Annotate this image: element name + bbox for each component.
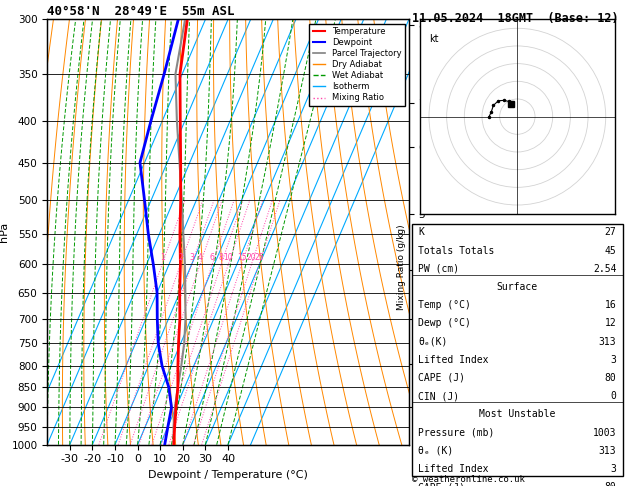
Text: CIN (J): CIN (J) bbox=[418, 391, 459, 401]
Text: Surface: Surface bbox=[497, 282, 538, 292]
Text: Totals Totals: Totals Totals bbox=[418, 245, 494, 256]
Text: Lifted Index: Lifted Index bbox=[418, 355, 489, 364]
Text: 1003: 1003 bbox=[593, 428, 616, 437]
Text: 45: 45 bbox=[604, 245, 616, 256]
Text: kt: kt bbox=[429, 34, 438, 44]
Text: 3: 3 bbox=[611, 355, 616, 364]
Text: 2.54: 2.54 bbox=[593, 264, 616, 274]
Y-axis label: km
ASL: km ASL bbox=[426, 232, 446, 254]
Text: Lifted Index: Lifted Index bbox=[418, 464, 489, 474]
Text: 8: 8 bbox=[219, 253, 224, 262]
Text: 4: 4 bbox=[198, 253, 203, 262]
Text: 1: 1 bbox=[160, 253, 165, 262]
Text: 40°58'N  28°49'E  55m ASL: 40°58'N 28°49'E 55m ASL bbox=[47, 5, 235, 18]
Text: 0: 0 bbox=[611, 391, 616, 401]
Text: © weatheronline.co.uk: © weatheronline.co.uk bbox=[412, 474, 525, 484]
Text: PW (cm): PW (cm) bbox=[418, 264, 459, 274]
Y-axis label: hPa: hPa bbox=[0, 222, 9, 242]
Text: 20: 20 bbox=[247, 253, 256, 262]
Text: 80: 80 bbox=[604, 482, 616, 486]
X-axis label: Dewpoint / Temperature (°C): Dewpoint / Temperature (°C) bbox=[148, 470, 308, 480]
Text: 10: 10 bbox=[223, 253, 233, 262]
Text: 313: 313 bbox=[599, 446, 616, 456]
Text: 313: 313 bbox=[599, 336, 616, 347]
Text: 3: 3 bbox=[611, 464, 616, 474]
Text: 80: 80 bbox=[604, 373, 616, 383]
Text: K: K bbox=[418, 227, 424, 237]
Text: Dewp (°C): Dewp (°C) bbox=[418, 318, 471, 329]
Text: 12: 12 bbox=[604, 318, 616, 329]
Text: 6: 6 bbox=[210, 253, 214, 262]
Text: 16: 16 bbox=[604, 300, 616, 310]
Text: Temp (°C): Temp (°C) bbox=[418, 300, 471, 310]
Text: Pressure (mb): Pressure (mb) bbox=[418, 428, 494, 437]
Legend: Temperature, Dewpoint, Parcel Trajectory, Dry Adiabat, Wet Adiabat, Isotherm, Mi: Temperature, Dewpoint, Parcel Trajectory… bbox=[309, 24, 404, 106]
Text: 11.05.2024  18GMT  (Base: 12): 11.05.2024 18GMT (Base: 12) bbox=[412, 12, 618, 25]
Text: LCL: LCL bbox=[413, 425, 430, 435]
Text: 25: 25 bbox=[254, 253, 264, 262]
Text: 2: 2 bbox=[178, 253, 183, 262]
Text: θₑ(K): θₑ(K) bbox=[418, 336, 448, 347]
Text: 27: 27 bbox=[604, 227, 616, 237]
Text: Most Unstable: Most Unstable bbox=[479, 409, 555, 419]
Text: θₑ (K): θₑ (K) bbox=[418, 446, 454, 456]
Text: CAPE (J): CAPE (J) bbox=[418, 373, 465, 383]
Text: Mixing Ratio (g/kg): Mixing Ratio (g/kg) bbox=[397, 225, 406, 310]
Text: 15: 15 bbox=[237, 253, 247, 262]
Text: 3: 3 bbox=[189, 253, 194, 262]
Text: CAPE (J): CAPE (J) bbox=[418, 482, 465, 486]
